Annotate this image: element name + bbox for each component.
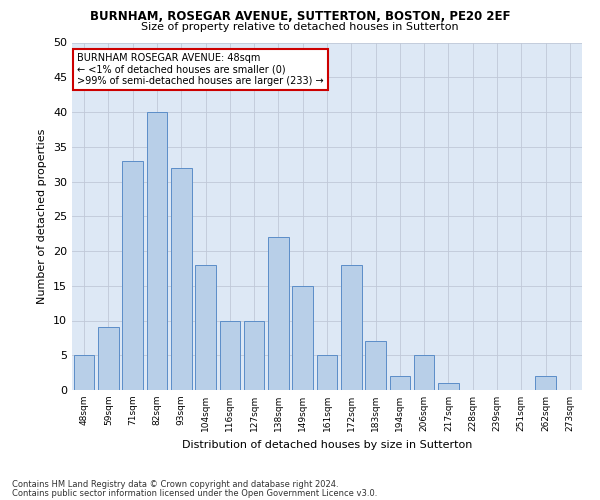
Bar: [341, 265, 362, 390]
Bar: [317, 355, 337, 390]
Bar: [244, 320, 265, 390]
Y-axis label: Number of detached properties: Number of detached properties: [37, 128, 47, 304]
Text: Contains public sector information licensed under the Open Government Licence v3: Contains public sector information licen…: [12, 488, 377, 498]
Bar: [389, 376, 410, 390]
Text: BURNHAM, ROSEGAR AVENUE, SUTTERTON, BOSTON, PE20 2EF: BURNHAM, ROSEGAR AVENUE, SUTTERTON, BOST…: [90, 10, 510, 23]
Bar: [220, 320, 240, 390]
Bar: [438, 383, 459, 390]
Bar: [365, 342, 386, 390]
Bar: [535, 376, 556, 390]
Bar: [414, 355, 434, 390]
Text: Size of property relative to detached houses in Sutterton: Size of property relative to detached ho…: [141, 22, 459, 32]
Bar: [195, 265, 216, 390]
Bar: [98, 328, 119, 390]
X-axis label: Distribution of detached houses by size in Sutterton: Distribution of detached houses by size …: [182, 440, 472, 450]
Bar: [146, 112, 167, 390]
Text: Contains HM Land Registry data © Crown copyright and database right 2024.: Contains HM Land Registry data © Crown c…: [12, 480, 338, 489]
Bar: [171, 168, 191, 390]
Text: BURNHAM ROSEGAR AVENUE: 48sqm
← <1% of detached houses are smaller (0)
>99% of s: BURNHAM ROSEGAR AVENUE: 48sqm ← <1% of d…: [77, 53, 324, 86]
Bar: [74, 355, 94, 390]
Bar: [268, 237, 289, 390]
Bar: [292, 286, 313, 390]
Bar: [122, 160, 143, 390]
